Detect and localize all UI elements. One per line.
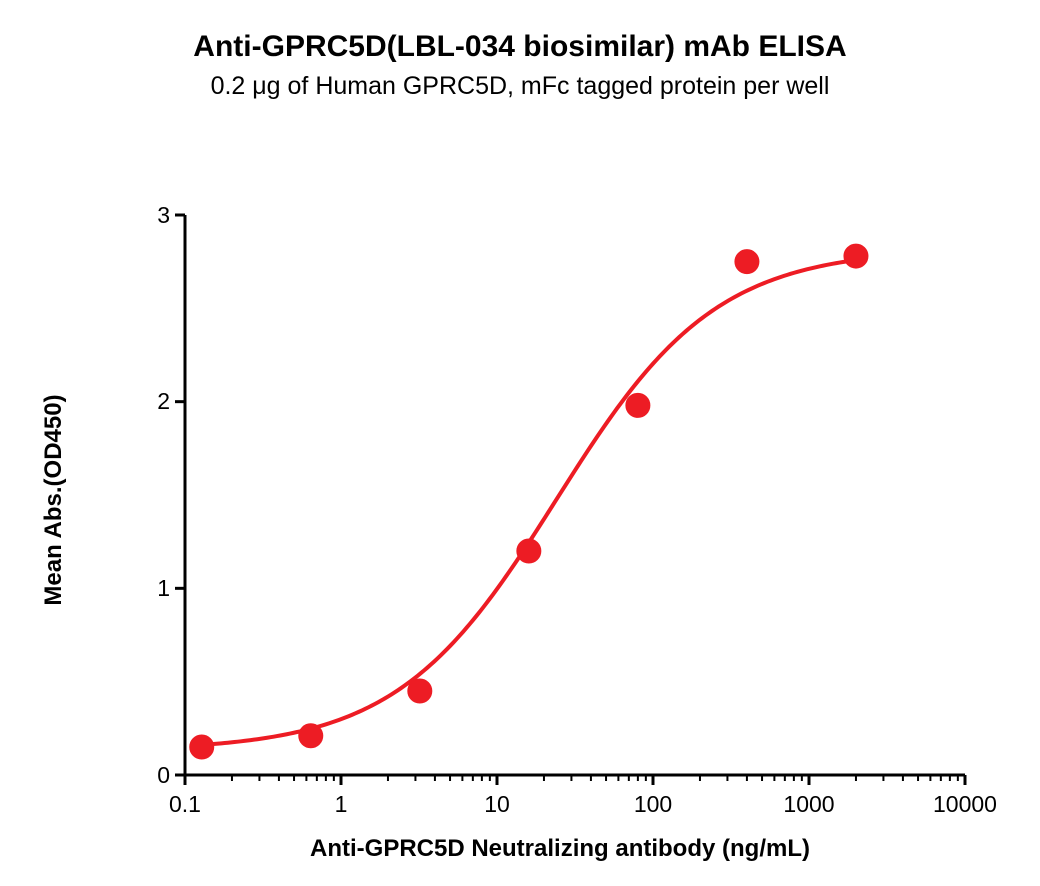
x-tick-label: 10 (457, 791, 537, 818)
data-point (517, 539, 541, 563)
x-tick-label: 1 (301, 791, 381, 818)
x-tick-label: 1000 (769, 791, 849, 818)
data-point (844, 244, 868, 268)
elisa-chart (0, 0, 1040, 886)
x-tick-label: 0.1 (145, 791, 225, 818)
x-tick-label: 10000 (925, 791, 1005, 818)
data-point (190, 735, 214, 759)
y-tick-label: 3 (120, 202, 170, 229)
fitted-curve (202, 260, 856, 745)
data-point (408, 679, 432, 703)
data-point (299, 724, 323, 748)
y-tick-label: 0 (120, 762, 170, 789)
y-tick-label: 1 (120, 575, 170, 602)
data-point (626, 393, 650, 417)
y-tick-label: 2 (120, 388, 170, 415)
data-point (735, 250, 759, 274)
x-tick-label: 100 (613, 791, 693, 818)
